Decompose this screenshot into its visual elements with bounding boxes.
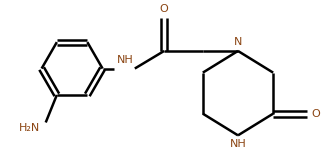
Text: NH: NH bbox=[230, 139, 247, 149]
Text: H₂N: H₂N bbox=[19, 123, 40, 133]
Text: O: O bbox=[311, 109, 320, 119]
Text: N: N bbox=[234, 37, 242, 47]
Text: O: O bbox=[160, 4, 169, 14]
Text: NH: NH bbox=[116, 55, 133, 65]
